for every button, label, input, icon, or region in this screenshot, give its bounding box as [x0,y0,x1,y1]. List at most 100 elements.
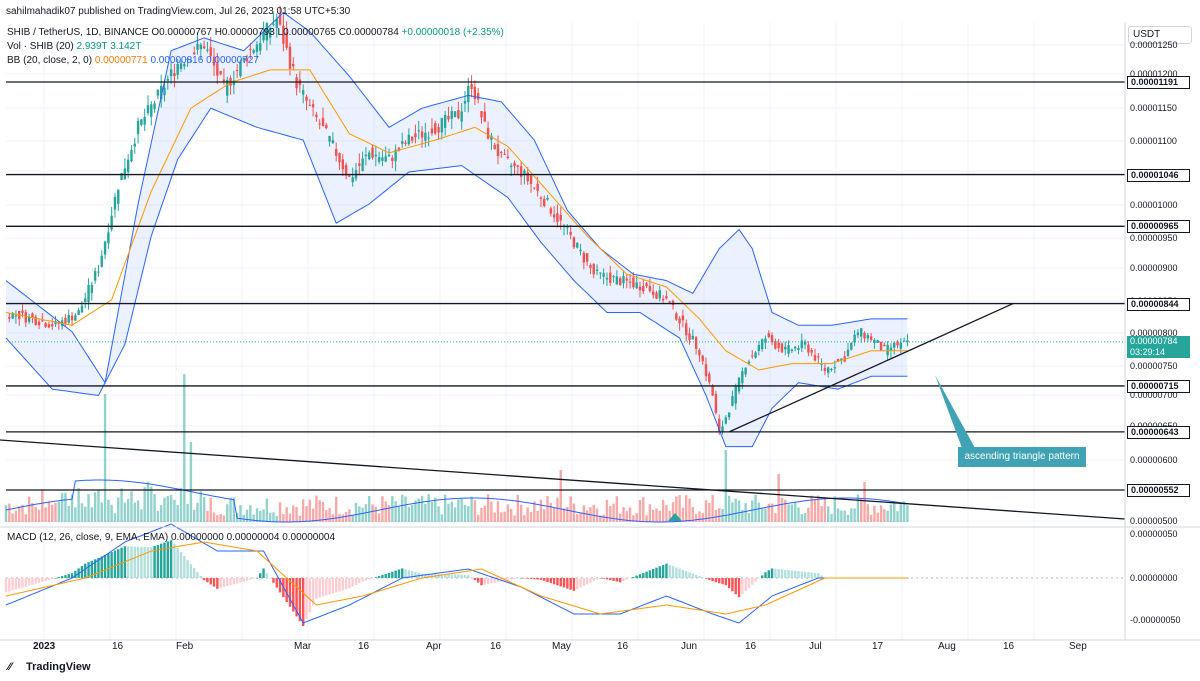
volume-bar [503,511,506,522]
candle-body [675,313,678,320]
macd-histogram-bar [642,572,645,578]
bb-legend: BB (20, close, 2, 0) 0.00000771 0.000008… [7,55,259,66]
candle-body [21,310,24,313]
time-tick-label: 16 [358,641,370,652]
volume-bar [255,508,259,522]
volume-bar [252,514,255,522]
candle-body [681,315,685,321]
level-price-label: 0.00000552 [1127,484,1190,497]
candle-body [777,342,780,348]
time-tick-label: 2023 [33,641,56,652]
candle-body [44,323,47,327]
volume-bar [169,494,173,522]
price-tick-label: 0.00000950 [1130,233,1178,243]
macd-histogram-bar [136,546,140,578]
price-tick-label: 0.00001000 [1130,200,1178,210]
macd-histogram-bar [599,578,602,579]
candle-body [599,272,602,274]
candle-body [377,157,381,162]
volume-bar [31,503,34,522]
macd-histogram-bar [569,578,572,590]
volume-bar [189,442,193,522]
candle-body [658,290,661,299]
macd-label[interactable]: MACD (12, 26, close, 9, EMA, EMA) [7,532,169,543]
macd-histogram-bar [467,574,470,578]
grid [6,22,1125,640]
macd-histogram-bar [156,544,160,578]
macd-histogram-bar [708,578,711,580]
macd-histogram-bar [21,578,24,588]
volume-bar [774,513,777,522]
volume-bar [123,502,127,522]
bb-label[interactable]: BB (20, close, 2, 0) [7,55,93,66]
candle-body [169,69,173,77]
macd-histogram-bar [793,570,797,578]
candle-body [906,340,909,343]
candle-body [437,127,440,133]
volume-bar [681,507,685,522]
ohlc-values: O0.00000767 H0.00000793 L0.00000765 C0.0… [151,27,399,38]
volume-bar [8,503,11,522]
candle-body [11,312,14,319]
candle-body [424,132,427,141]
candle-body [443,114,447,128]
volume-bar [473,500,477,522]
volume-bar [843,510,846,522]
macd-histogram-bar [764,572,767,578]
volume-bar [229,497,232,522]
macd-histogram-bar [810,572,813,578]
macd-histogram-bar [140,546,143,578]
support-resistance-levels[interactable] [6,81,1125,491]
bb-lower-value: 0.00000727 [206,55,259,66]
macd-histogram-bar [288,578,292,607]
volume-bar [196,502,199,522]
candle-body [688,333,691,340]
candle-body [133,143,136,147]
candle-body [282,25,285,44]
volume-bar [879,505,883,522]
candle-body [374,154,378,157]
candle-body [311,104,315,108]
candle-body [546,197,549,200]
volume-bar [807,507,810,522]
volume-bar [793,502,797,522]
candle-body [117,189,120,204]
level-price-label: 0.00000643 [1127,425,1190,439]
volume-bar [457,499,460,522]
macd-histogram-bar [338,578,341,592]
symbol-line[interactable]: SHIB / TetherUS, 1D, BINANCE [7,27,149,38]
candle-body [321,117,325,127]
candle-body [351,177,354,183]
volume-bar [810,495,813,522]
volume-bar [394,501,397,522]
pattern-annotation[interactable]: ascending triangle pattern [958,447,1086,467]
macd-histogram-bar [490,578,493,584]
macd-histogram-bar [259,573,262,578]
volume-bar [797,507,800,522]
macd-histogram-bar [242,578,245,582]
macd-hist-value: 0.00000000 [170,532,224,543]
tradingview-brand[interactable]: ⁄⁄ TradingView [8,661,91,673]
volume-bar [638,499,642,522]
macd-histogram-bar [681,569,685,578]
candle-body [642,286,645,292]
trendlines[interactable] [0,302,1126,521]
vol-label[interactable]: Vol · SHIB (20) [7,41,74,52]
time-tick-label: 16 [112,641,124,652]
volume-bar [470,496,473,522]
macd-histogram-bar [364,578,368,581]
currency-selector[interactable]: USDT [1128,26,1192,44]
candle-body [724,417,728,424]
candle-body [156,89,160,96]
macd-histogram-bar [685,571,688,578]
candle-body [371,147,374,158]
candle-body [698,350,701,356]
macd-histogram-bar [559,578,562,587]
macd-histogram-bar [199,576,203,578]
macd-histogram-bar [741,578,744,595]
volume-bar [556,497,559,522]
macd-histogram-bar [655,567,658,578]
volume-bar [658,510,661,522]
candle-body [612,276,615,278]
